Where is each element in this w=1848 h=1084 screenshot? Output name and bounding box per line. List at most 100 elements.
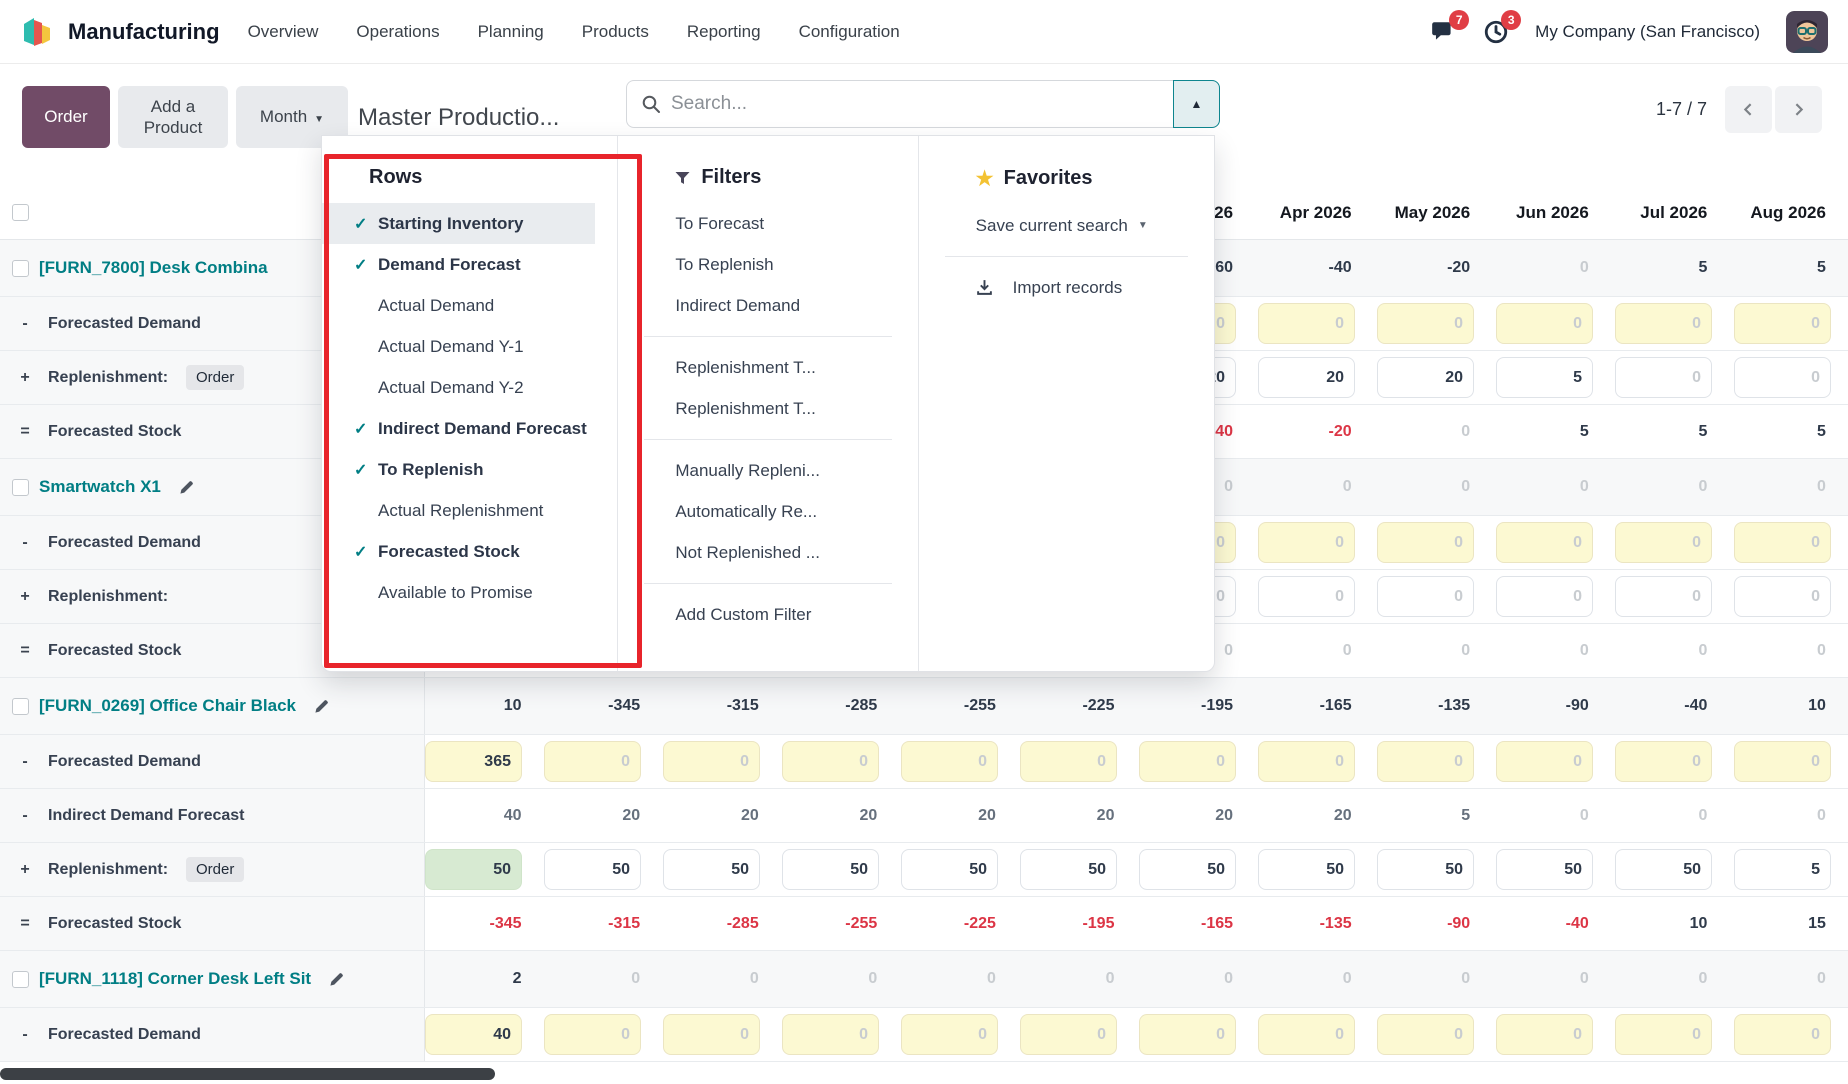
edit-pencil-icon[interactable]: [314, 699, 329, 714]
forecast-input[interactable]: 0: [1615, 576, 1712, 617]
forecast-input[interactable]: 50: [782, 849, 879, 890]
forecast-input[interactable]: 0: [1615, 741, 1712, 782]
filter-option-replenishment-t[interactable]: Replenishment T...: [675, 357, 816, 377]
activities-icon[interactable]: 3: [1483, 9, 1522, 45]
pager-next-button[interactable]: [1775, 86, 1822, 133]
filter-option-automatically-re[interactable]: Automatically Re...: [675, 501, 818, 521]
filter-option-manually-repleni[interactable]: Manually Repleni...: [675, 460, 820, 480]
product-checkbox[interactable]: [12, 259, 29, 277]
forecast-input[interactable]: 0: [1734, 1014, 1831, 1055]
rows-option-available-to-promise[interactable]: Available to Promise: [322, 572, 617, 613]
product-link[interactable]: Smartwatch X1: [39, 477, 161, 496]
menu-configuration[interactable]: Configuration: [798, 21, 900, 41]
product-checkbox[interactable]: [12, 697, 29, 715]
filter-option-to-replenish[interactable]: To Replenish: [675, 254, 774, 274]
forecast-input[interactable]: 0: [1139, 741, 1236, 782]
forecast-input[interactable]: 0: [1258, 303, 1355, 344]
menu-planning[interactable]: Planning: [477, 21, 544, 41]
product-checkbox[interactable]: [12, 478, 29, 496]
forecast-input[interactable]: 50: [1258, 849, 1355, 890]
forecast-input[interactable]: 0: [1139, 1014, 1236, 1055]
rows-option-to-replenish[interactable]: ✓ To Replenish: [322, 449, 617, 490]
save-current-search-item[interactable]: Save current search ▼: [975, 215, 1148, 235]
product-link[interactable]: [FURN_7800] Desk Combina: [39, 258, 268, 277]
pager-previous-button[interactable]: [1725, 86, 1772, 133]
rows-option-actual-replenishment[interactable]: Actual Replenishment: [322, 490, 617, 531]
forecast-input[interactable]: 0: [1020, 741, 1117, 782]
rows-option-indirect-demand-forecast[interactable]: ✓ Indirect Demand Forecast: [322, 408, 617, 449]
forecast-input[interactable]: 0: [1258, 1014, 1355, 1055]
filter-option-indirect-demand[interactable]: Indirect Demand: [675, 295, 801, 315]
menu-operations[interactable]: Operations: [356, 21, 440, 41]
select-all-checkbox[interactable]: [12, 204, 29, 221]
forecast-input[interactable]: 50: [1615, 849, 1712, 890]
forecast-input[interactable]: 0: [1496, 522, 1593, 563]
forecast-input[interactable]: 0: [1377, 303, 1474, 344]
forecast-input[interactable]: 20: [1258, 357, 1355, 398]
forecast-input[interactable]: 0: [901, 741, 998, 782]
edit-pencil-icon[interactable]: [179, 480, 194, 495]
order-tag[interactable]: Order: [186, 857, 245, 882]
menu-reporting[interactable]: Reporting: [686, 21, 761, 41]
forecast-input[interactable]: 0: [901, 1014, 998, 1055]
search-options-toggle[interactable]: ▲: [1173, 80, 1220, 128]
forecast-input[interactable]: 40: [425, 1014, 522, 1055]
forecast-input[interactable]: 50: [1020, 849, 1117, 890]
forecast-input[interactable]: 0: [1615, 357, 1712, 398]
app-logo-icon[interactable]: [20, 15, 54, 49]
filter-option-to-forecast[interactable]: To Forecast: [675, 213, 765, 233]
forecast-input[interactable]: 0: [1734, 303, 1831, 344]
forecast-input[interactable]: 50: [663, 849, 760, 890]
forecast-input[interactable]: 0: [663, 741, 760, 782]
company-switcher[interactable]: My Company (San Francisco): [1535, 21, 1760, 41]
forecast-input[interactable]: 0: [1020, 1014, 1117, 1055]
forecast-input[interactable]: 0: [782, 741, 879, 782]
forecast-input[interactable]: 0: [544, 1014, 641, 1055]
forecast-input[interactable]: 0: [544, 741, 641, 782]
forecast-input[interactable]: 0: [1615, 303, 1712, 344]
forecast-input[interactable]: 0: [1496, 1014, 1593, 1055]
forecast-input[interactable]: 0: [663, 1014, 760, 1055]
product-link[interactable]: [FURN_1118] Corner Desk Left Sit: [39, 969, 312, 988]
forecast-input[interactable]: 0: [1734, 357, 1831, 398]
forecast-input[interactable]: 0: [1734, 741, 1831, 782]
forecast-input[interactable]: 0: [1258, 522, 1355, 563]
forecast-input[interactable]: 50: [1377, 849, 1474, 890]
rows-option-forecasted-stock[interactable]: ✓ Forecasted Stock: [322, 531, 617, 572]
filter-option-replenishment-t[interactable]: Replenishment T...: [675, 398, 816, 418]
forecast-input[interactable]: 0: [1258, 741, 1355, 782]
forecast-input[interactable]: 0: [782, 1014, 879, 1055]
forecast-input[interactable]: 50: [1496, 849, 1593, 890]
import-records-item[interactable]: Import records: [919, 267, 1214, 308]
user-avatar[interactable]: [1786, 10, 1828, 53]
messages-icon[interactable]: 7: [1429, 9, 1470, 45]
forecast-input[interactable]: 5: [1496, 357, 1593, 398]
filter-option-add-custom-filter[interactable]: Add Custom Filter: [675, 604, 812, 624]
forecast-input[interactable]: 0: [1615, 522, 1712, 563]
rows-option-actual-demand-y-2[interactable]: Actual Demand Y-2: [322, 367, 617, 408]
forecast-input[interactable]: 50: [901, 849, 998, 890]
product-link[interactable]: [FURN_0269] Office Chair Black: [39, 696, 296, 715]
forecast-input[interactable]: 0: [1258, 576, 1355, 617]
forecast-input[interactable]: 50: [1139, 849, 1236, 890]
forecast-input[interactable]: 0: [1377, 576, 1474, 617]
forecast-input[interactable]: 0: [1734, 576, 1831, 617]
menu-overview[interactable]: Overview: [247, 21, 319, 41]
forecast-input[interactable]: 0: [1496, 576, 1593, 617]
menu-products[interactable]: Products: [581, 21, 649, 41]
forecast-input[interactable]: 0: [1377, 741, 1474, 782]
rows-option-actual-demand[interactable]: Actual Demand: [322, 285, 617, 326]
forecast-input[interactable]: 365: [425, 741, 522, 782]
horizontal-scrollbar[interactable]: [0, 1068, 1848, 1080]
rows-option-demand-forecast[interactable]: ✓ Demand Forecast: [322, 244, 617, 285]
forecast-input[interactable]: 0: [1496, 303, 1593, 344]
app-name[interactable]: Manufacturing: [68, 18, 220, 44]
forecast-input[interactable]: 5: [1734, 849, 1831, 890]
forecast-input[interactable]: 0: [1496, 741, 1593, 782]
forecast-input[interactable]: 0: [1377, 1014, 1474, 1055]
rows-option-actual-demand-y-1[interactable]: Actual Demand Y-1: [322, 326, 617, 367]
forecast-input[interactable]: 0: [1734, 522, 1831, 563]
scrollbar-thumb[interactable]: [0, 1068, 495, 1080]
edit-pencil-icon[interactable]: [329, 972, 344, 987]
product-checkbox[interactable]: [12, 970, 29, 988]
